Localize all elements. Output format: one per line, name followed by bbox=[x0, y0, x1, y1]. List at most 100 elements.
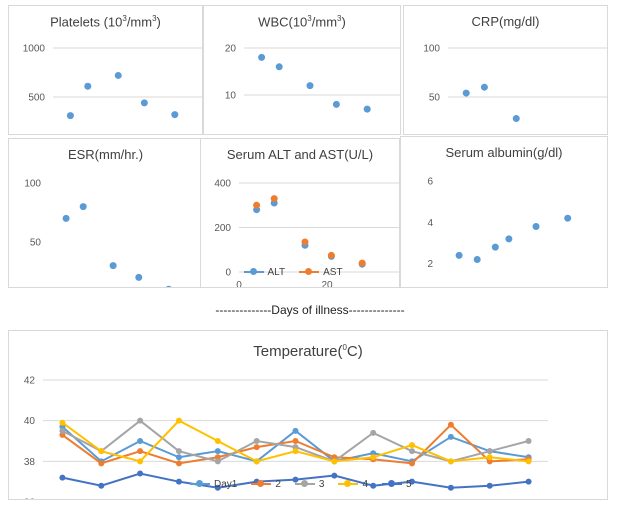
title-text: ) bbox=[341, 14, 346, 30]
title-text: Serum albumin(g/dl) bbox=[445, 145, 563, 160]
legend-label: 5 bbox=[406, 479, 412, 490]
legend-dot bbox=[305, 268, 313, 276]
chart-svg: 05010002040 bbox=[24, 179, 172, 287]
data-point bbox=[332, 100, 340, 108]
y-tick-label: 38 bbox=[24, 457, 36, 468]
title-text: Platelets (10 bbox=[50, 14, 123, 30]
legend-key bbox=[190, 480, 210, 488]
title-superscript: 3 bbox=[152, 14, 157, 23]
data-point bbox=[370, 482, 377, 489]
chart-title: Serum albumin(g/dl) bbox=[401, 145, 607, 160]
chart-svg: 0500100002040 bbox=[23, 44, 202, 120]
data-point bbox=[327, 251, 335, 259]
data-point bbox=[455, 251, 463, 259]
data-point bbox=[175, 454, 182, 461]
data-point bbox=[370, 429, 377, 436]
data-point bbox=[486, 448, 493, 455]
title-text: C) bbox=[346, 343, 363, 360]
legend-item: 3 bbox=[294, 479, 324, 490]
chart-title: CRP(mg/dl) bbox=[404, 14, 607, 29]
legend-dot bbox=[344, 480, 352, 488]
data-point bbox=[462, 89, 470, 97]
legend-item: 5 bbox=[382, 479, 412, 490]
legend-key bbox=[338, 480, 359, 488]
data-point bbox=[525, 478, 532, 485]
data-point bbox=[171, 111, 179, 119]
title-superscript: 3 bbox=[307, 14, 312, 23]
data-point bbox=[447, 433, 454, 440]
chart-title: Platelets (103/mm3) bbox=[9, 14, 202, 29]
data-point bbox=[480, 83, 488, 91]
data-point bbox=[137, 438, 144, 444]
data-point bbox=[447, 458, 454, 465]
title-text: ESR(mm/hr.) bbox=[67, 147, 144, 162]
data-point bbox=[175, 417, 182, 424]
title-text: CRP(mg/dl) bbox=[471, 14, 540, 29]
data-point bbox=[363, 105, 371, 113]
title-superscript: 3 bbox=[122, 14, 127, 23]
chart-title: Temperature(0C) bbox=[9, 343, 607, 360]
data-point bbox=[109, 262, 117, 270]
legend-dot bbox=[257, 480, 265, 488]
y-tick-label: 20 bbox=[225, 44, 237, 55]
legend-key bbox=[251, 480, 272, 488]
data-point bbox=[98, 460, 105, 467]
chart-svg: 36384042 bbox=[24, 376, 548, 499]
legend-key bbox=[299, 268, 320, 276]
chart-svg: 0102002040 bbox=[225, 44, 400, 113]
chart-title: WBC(103/mm3) bbox=[204, 14, 400, 29]
data-point bbox=[525, 458, 532, 465]
data-point bbox=[66, 112, 74, 120]
legend-label: Day1 bbox=[214, 479, 238, 490]
data-point bbox=[512, 115, 520, 123]
data-point bbox=[253, 458, 260, 465]
data-point bbox=[331, 472, 338, 479]
data-point bbox=[137, 448, 144, 455]
data-point bbox=[447, 421, 454, 428]
data-point bbox=[114, 71, 122, 79]
legend: ALT AST bbox=[243, 267, 357, 278]
chart-panel-wbc: WBC(103/mm3)0102002040 bbox=[203, 5, 401, 135]
data-point bbox=[447, 484, 454, 491]
data-point bbox=[292, 438, 299, 444]
title-text: Serum ALT and AST(U/L) bbox=[226, 147, 374, 162]
chart-title: Serum ALT and AST(U/L) bbox=[201, 147, 399, 162]
title-text: /mm bbox=[311, 14, 338, 30]
title-text: Temperature( bbox=[253, 343, 343, 360]
y-tick-label: 100 bbox=[423, 44, 440, 55]
legend-label: 4 bbox=[362, 479, 369, 490]
x-tick-label: 20 bbox=[321, 280, 333, 287]
data-point bbox=[491, 243, 499, 251]
data-point bbox=[140, 99, 148, 107]
data-point bbox=[564, 214, 572, 222]
legend-label: 2 bbox=[275, 479, 281, 490]
y-tick-label: 4 bbox=[427, 218, 433, 229]
data-point bbox=[137, 458, 144, 465]
legend-item: Day1 bbox=[190, 479, 237, 490]
y-tick-label: 0 bbox=[225, 268, 231, 279]
chart-svg: 020040002040 bbox=[214, 179, 399, 287]
title-superscript: 3 bbox=[337, 14, 342, 23]
data-point bbox=[175, 460, 182, 467]
chart-panel-platelets: Platelets (103/mm3) 0500100002040 bbox=[8, 5, 203, 135]
legend-dot bbox=[249, 268, 257, 276]
title-superscript: 0 bbox=[342, 343, 347, 352]
x-tick-label: 0 bbox=[236, 280, 242, 287]
data-point bbox=[292, 476, 299, 483]
legend-key bbox=[382, 480, 403, 488]
chart-panel-temperature: Temperature(0C) 36 38 40 42 Day1 2 3 4 5 bbox=[8, 330, 608, 500]
data-point bbox=[165, 285, 172, 287]
data-point bbox=[214, 438, 221, 444]
data-point bbox=[409, 460, 416, 467]
data-point bbox=[525, 438, 532, 444]
legend-dot bbox=[300, 480, 308, 488]
data-point bbox=[214, 458, 221, 465]
data-point bbox=[62, 214, 70, 222]
data-point bbox=[175, 448, 182, 455]
data-point bbox=[486, 482, 493, 489]
title-text: WBC(10 bbox=[258, 14, 308, 30]
data-point bbox=[253, 444, 260, 451]
data-point bbox=[98, 448, 105, 455]
legend-item: ALT bbox=[243, 267, 285, 278]
data-point bbox=[301, 238, 309, 246]
